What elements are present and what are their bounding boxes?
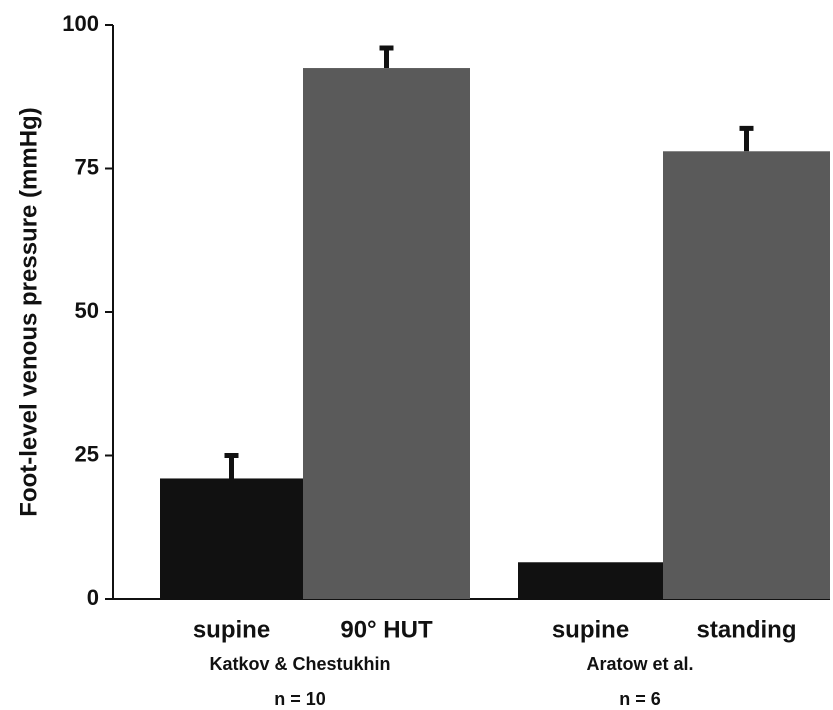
bar bbox=[518, 562, 663, 599]
y-axis-label: Foot-level venous pressure (mmHg) bbox=[15, 107, 42, 516]
group-label: Katkov & Chestukhin bbox=[209, 654, 390, 674]
group-label: Aratow et al. bbox=[586, 654, 693, 674]
y-tick-label: 100 bbox=[62, 11, 99, 36]
x-tick-label: 90° HUT bbox=[340, 616, 433, 643]
error-bar bbox=[739, 125, 754, 152]
y-tick-label: 75 bbox=[75, 154, 99, 179]
error-bar bbox=[224, 453, 239, 479]
error-bar bbox=[379, 45, 394, 69]
x-tick-label: standing bbox=[697, 616, 797, 643]
bar bbox=[303, 68, 470, 600]
y-tick-label: 50 bbox=[75, 298, 99, 323]
bar bbox=[663, 151, 830, 599]
x-tick-label: supine bbox=[193, 616, 270, 643]
y-tick-label: 0 bbox=[87, 585, 99, 610]
group-n: n = 6 bbox=[619, 689, 661, 709]
x-tick-label: supine bbox=[552, 616, 629, 643]
y-tick-label: 25 bbox=[75, 441, 99, 466]
group-n: n = 10 bbox=[274, 689, 326, 709]
bar bbox=[160, 478, 303, 599]
